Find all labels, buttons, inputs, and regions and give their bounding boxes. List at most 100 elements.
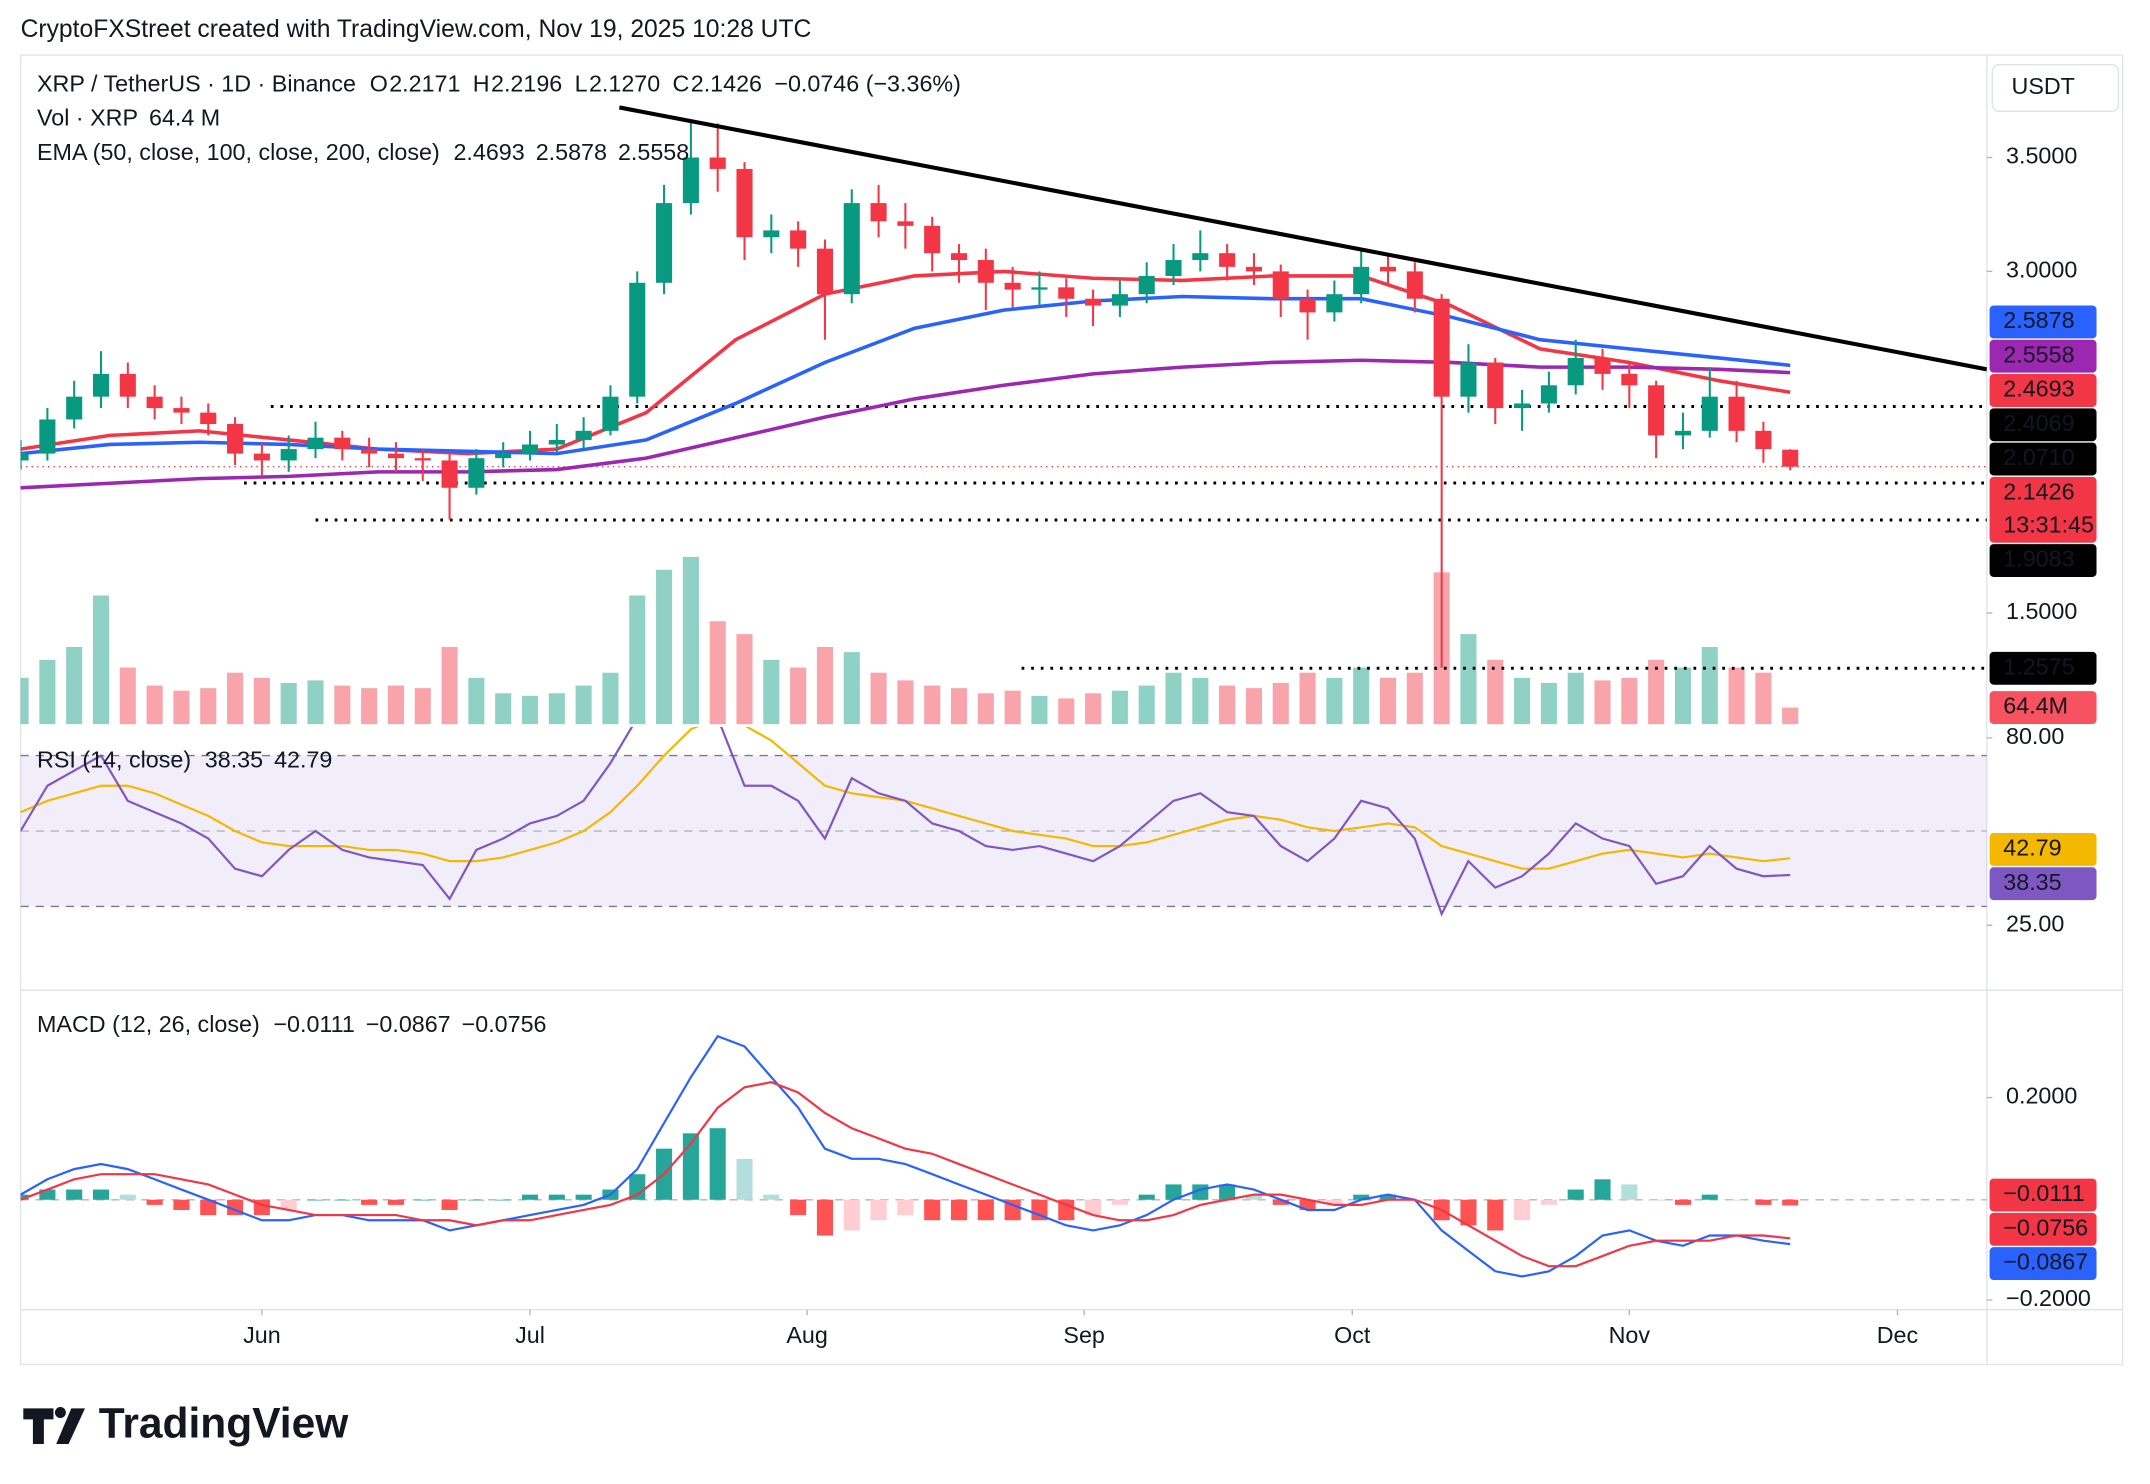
price-label: 2.1426 <box>2003 478 2074 504</box>
price-label: 2.5558 <box>2003 341 2074 367</box>
pane <box>20 105 1987 725</box>
macd-histogram-bar <box>1219 1184 1236 1200</box>
candle-body <box>1433 298 1450 397</box>
candle-body <box>924 225 941 254</box>
candle-body <box>66 396 83 420</box>
candle-body <box>361 449 378 454</box>
candle-body <box>1219 253 1236 267</box>
macd-histogram-bar <box>1514 1199 1531 1221</box>
volume-bar <box>146 685 163 725</box>
candle-body <box>790 230 807 249</box>
candle-body <box>1379 266 1397 272</box>
macd-histogram-bar <box>870 1199 887 1221</box>
logo: TradingView <box>23 1400 349 1447</box>
pane <box>20 1034 1987 1278</box>
price-label-box <box>1989 1247 2097 1281</box>
macd-histogram-bar <box>1031 1199 1048 1221</box>
price-label: 2.4693 <box>2003 376 2074 402</box>
candle-body <box>656 203 673 283</box>
volume-bar <box>1701 646 1718 725</box>
ohlc-key: C <box>673 70 690 96</box>
candle-body <box>950 253 968 261</box>
price-label: 2.5878 <box>2003 307 2074 333</box>
volume-bar <box>816 646 833 725</box>
candle-body <box>1701 396 1718 431</box>
candle-body <box>200 412 217 425</box>
price-label-box <box>1989 867 2097 901</box>
volume-bar <box>1379 677 1397 725</box>
ohlc-key: H <box>473 70 490 96</box>
volume-bar <box>629 595 646 725</box>
volume-bar <box>1674 667 1691 725</box>
price-label-box <box>1989 408 2097 442</box>
candle-body <box>1245 266 1262 272</box>
price-label: −0.0111 <box>2003 1180 2084 1206</box>
macd-histogram-bar <box>1540 1199 1557 1205</box>
volume-bar <box>1353 667 1370 725</box>
volume-bar <box>1487 659 1504 725</box>
macd-histogram-bar <box>280 1199 297 1210</box>
volume-bar <box>1648 659 1665 725</box>
volume-bar <box>548 693 565 725</box>
volume-bar <box>1406 672 1423 725</box>
candle-body <box>1567 357 1584 386</box>
volume-bar <box>602 672 619 725</box>
volume-bar <box>521 695 539 725</box>
candle-body <box>414 458 431 461</box>
frame <box>19 54 2124 1366</box>
price-label: −0.0756 <box>2003 1214 2088 1240</box>
macd-histogram-bar <box>1782 1199 1799 1206</box>
candle-body <box>709 157 726 169</box>
candle-body <box>334 437 351 450</box>
candle-body <box>495 453 512 459</box>
macd-histogram-bar <box>387 1199 404 1205</box>
volume-bar <box>361 688 378 725</box>
volume-bar <box>682 556 699 725</box>
y-tick-label: −0.2000 <box>2006 1285 2091 1311</box>
price-label-box <box>1989 339 2097 373</box>
candle-body <box>1272 271 1289 299</box>
price-label: 42.79 <box>2003 835 2061 861</box>
currency-label: USDT <box>2012 73 2075 99</box>
volume-bar <box>253 677 270 725</box>
ema-value: 2.4693 <box>453 139 524 165</box>
candle-body <box>1031 287 1048 290</box>
candle-body <box>843 203 860 295</box>
macd-histogram-bar <box>361 1199 378 1205</box>
candle-body <box>977 260 994 283</box>
macd-histogram-bar <box>1621 1184 1638 1200</box>
macd-histogram-bar <box>1272 1199 1289 1205</box>
currency-button[interactable] <box>1991 63 2120 112</box>
candle-body <box>736 168 753 238</box>
macd-histogram-bar <box>173 1199 190 1210</box>
ema-title: EMA (50, close, 100, close, 200, close) <box>37 139 440 165</box>
volume-bar <box>736 634 753 725</box>
candle-body <box>1487 362 1504 409</box>
rsi-value: 38.35 <box>205 746 263 772</box>
macd-value: −0.0867 <box>366 1011 451 1037</box>
macd-title: MACD (12, 26, close) <box>37 1011 260 1037</box>
volume-bar <box>1594 680 1611 725</box>
volume-bar <box>977 693 994 725</box>
pane <box>20 726 1987 917</box>
macd-histogram-bar <box>763 1194 780 1200</box>
macd-histogram-bar <box>495 1199 512 1201</box>
volume-bar <box>1004 690 1021 725</box>
price-label: 64.4M <box>2003 693 2068 719</box>
volume-bar <box>1782 707 1799 725</box>
candle-body <box>763 230 780 238</box>
candle-body <box>1460 362 1477 397</box>
rsi-line <box>20 726 1791 917</box>
volume-bar <box>280 682 297 725</box>
macd-histogram-bar <box>1111 1199 1128 1205</box>
candle-body <box>1406 271 1423 299</box>
y-tick-label: 0.2000 <box>2006 1083 2077 1109</box>
volume-bar <box>1299 672 1316 725</box>
macd-histogram-bar <box>1755 1199 1772 1205</box>
volume-bar <box>575 685 592 725</box>
candle-body <box>146 396 163 409</box>
candle-body <box>870 203 887 222</box>
ohlc-value: 2.2171 <box>389 70 460 96</box>
candle-body <box>1085 298 1102 306</box>
